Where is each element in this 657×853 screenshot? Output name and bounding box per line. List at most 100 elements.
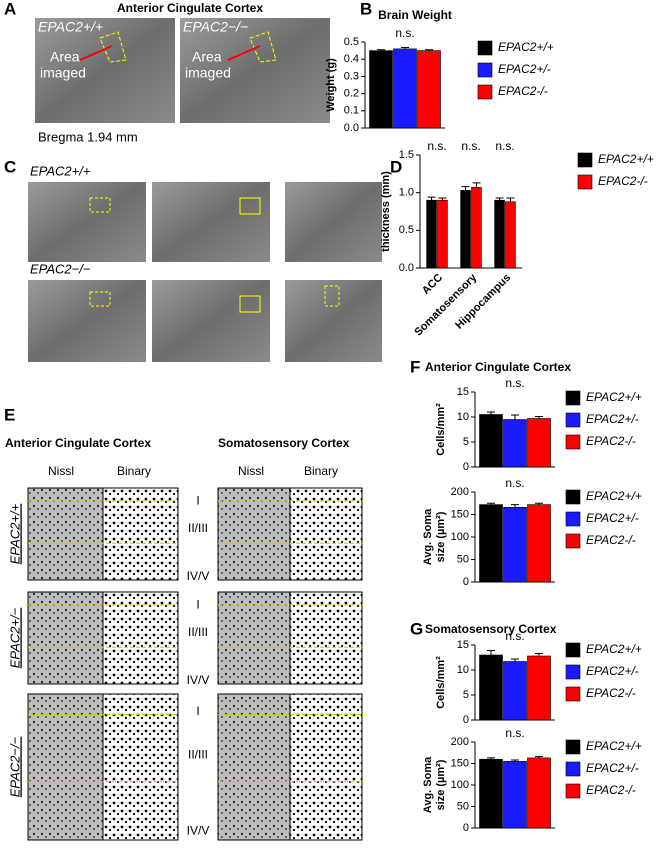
chart-title: Brain Weight bbox=[378, 8, 452, 22]
letter: A bbox=[4, 0, 16, 18]
error-bar bbox=[535, 502, 543, 505]
letter: B bbox=[360, 0, 372, 18]
y-tick-label: 100 bbox=[451, 531, 469, 543]
y-tick-label: 1.5 bbox=[399, 149, 414, 161]
y-tick-label: 200 bbox=[451, 736, 469, 748]
legend-label: EPAC2+/+ bbox=[586, 739, 642, 753]
brain-image bbox=[285, 182, 382, 262]
y-axis-label: Cells/mm² bbox=[435, 656, 447, 709]
error-bar bbox=[511, 759, 519, 762]
area-label: imaged bbox=[40, 65, 86, 81]
legend-swatch bbox=[565, 434, 581, 450]
roi bbox=[239, 197, 261, 215]
legend-label: EPAC2-/- bbox=[586, 686, 636, 700]
annotation: n.s. bbox=[505, 376, 524, 390]
error-bar bbox=[487, 411, 495, 415]
y-tick-label: 0.1 bbox=[344, 105, 359, 117]
y-tick-label: 15 bbox=[457, 386, 469, 398]
error-bar bbox=[535, 756, 543, 758]
genotype: EPAC2−/− bbox=[183, 19, 248, 35]
legend-swatch bbox=[477, 62, 493, 78]
e-rows: III/IIIIV/VEPAC2+/+III/IIIIV/VEPAC2+/−II… bbox=[7, 487, 363, 841]
layer-label: IV/V bbox=[187, 673, 210, 687]
bar bbox=[494, 199, 505, 269]
tissue-image bbox=[289, 487, 363, 581]
tissue-image bbox=[102, 693, 179, 841]
legend-label: EPAC2+/+ bbox=[586, 642, 642, 656]
y-tick-label: 0.0 bbox=[344, 122, 359, 134]
bar bbox=[437, 199, 448, 269]
c-images bbox=[28, 182, 382, 362]
col-label: Binary bbox=[117, 464, 151, 478]
error-bar bbox=[427, 196, 436, 201]
arrow bbox=[79, 45, 261, 61]
error-bar bbox=[495, 197, 504, 201]
roi bbox=[99, 31, 277, 63]
error-bar bbox=[461, 186, 470, 191]
bar bbox=[527, 418, 551, 468]
bar bbox=[503, 419, 527, 468]
y-tick-label: 0.5 bbox=[344, 36, 359, 48]
x-tick-label: Somatosensory bbox=[412, 271, 479, 338]
bar bbox=[460, 190, 471, 269]
y-tick-label: 0.5 bbox=[399, 224, 414, 236]
letter: G bbox=[410, 619, 423, 638]
legend-label: EPAC2+/- bbox=[586, 664, 639, 678]
annotation: n.s. bbox=[505, 476, 524, 490]
col-label: Nissl bbox=[48, 464, 74, 478]
y-tick-label: 5 bbox=[463, 436, 469, 448]
row-genotype: EPAC2+/+ bbox=[7, 503, 22, 564]
legend-swatch bbox=[565, 489, 581, 505]
error-bar bbox=[487, 502, 495, 505]
annotation: n.s. bbox=[427, 139, 446, 153]
tissue-image bbox=[289, 693, 363, 841]
layer-label: I bbox=[196, 704, 199, 718]
panel-title: Anterior Cingulate Cortex bbox=[117, 1, 263, 15]
y-axis-label: Cells/mm² bbox=[435, 403, 447, 456]
bregma: Bregma 1.94 mm bbox=[38, 129, 138, 144]
brain-image bbox=[152, 182, 270, 262]
y-tick-label: 0 bbox=[463, 822, 469, 834]
charts: Brain Weight Weight (g) 0.0 0.1 0.2 0.3 0.4 0.5… bbox=[325, 8, 654, 834]
y-tick-label: 0.2 bbox=[344, 88, 359, 100]
annotation: n.s. bbox=[495, 139, 514, 153]
area-label: Area bbox=[192, 49, 222, 65]
legend-swatch bbox=[565, 686, 581, 702]
error-bar bbox=[535, 416, 543, 419]
legend-swatch bbox=[565, 533, 581, 549]
layer-label: IV/V bbox=[187, 569, 210, 583]
legend-swatch bbox=[477, 40, 493, 56]
legend-label: EPAC2-/- bbox=[586, 434, 636, 448]
y-tick-label: 50 bbox=[457, 553, 469, 565]
y-tick-label: 5 bbox=[463, 689, 469, 701]
error-bar bbox=[472, 182, 481, 188]
layer-label: IV/V bbox=[187, 824, 210, 838]
brain-image bbox=[285, 280, 382, 362]
legend-swatch bbox=[477, 84, 493, 100]
brain-image bbox=[152, 280, 270, 362]
genotype: EPAC2−/− bbox=[30, 261, 91, 276]
legend-label: EPAC2+/+ bbox=[598, 152, 654, 166]
y-axis-label: size (µm²) bbox=[435, 511, 447, 562]
legend-swatch bbox=[577, 152, 593, 168]
legend-label: EPAC2-/- bbox=[586, 783, 636, 797]
letter: D bbox=[390, 157, 402, 176]
tissue-image bbox=[217, 693, 291, 841]
y-tick-label: 0 bbox=[463, 461, 469, 473]
y-tick-label: 150 bbox=[451, 508, 469, 520]
legend-swatch bbox=[565, 783, 581, 799]
legend-label: EPAC2+/- bbox=[498, 62, 551, 76]
y-axis-label: Avg. Soma bbox=[422, 508, 434, 565]
error-bar bbox=[511, 658, 519, 662]
error-bar bbox=[511, 414, 519, 420]
legend-label: EPAC2-/- bbox=[586, 533, 636, 547]
bar bbox=[369, 50, 393, 129]
y-tick-label: 10 bbox=[457, 664, 469, 676]
legend-swatch bbox=[565, 739, 581, 755]
roi bbox=[89, 291, 111, 307]
y-tick-label: 10 bbox=[457, 411, 469, 423]
y-axis-label: Weight (g) bbox=[325, 58, 337, 112]
col-label: Binary bbox=[304, 464, 338, 478]
legend-label: EPAC2+/+ bbox=[498, 40, 554, 54]
